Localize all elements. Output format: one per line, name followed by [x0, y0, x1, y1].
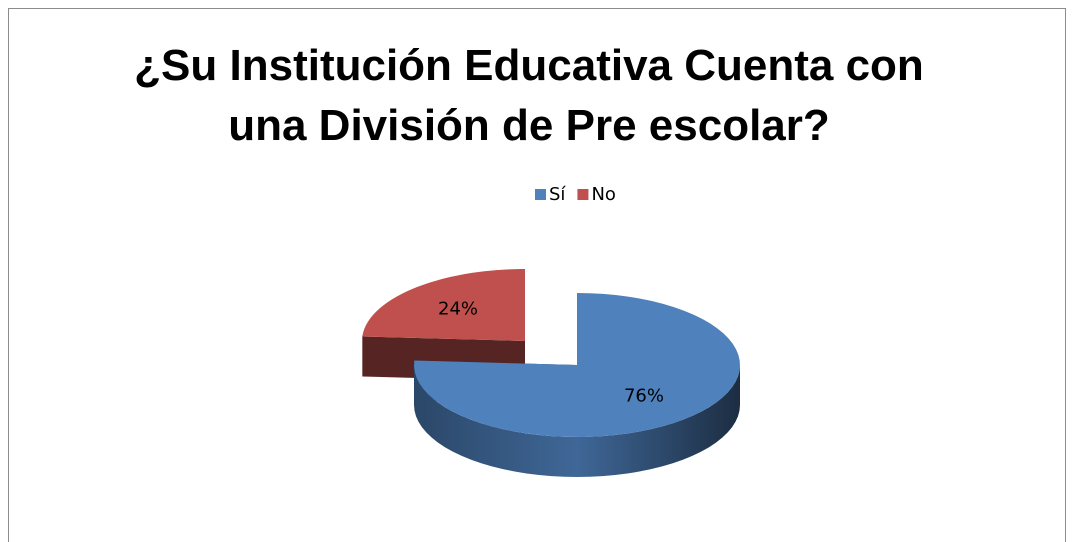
pie-slice: [414, 293, 740, 437]
legend-swatch: [577, 189, 589, 200]
pie-slice: [362, 269, 525, 341]
slice-side: [414, 365, 740, 477]
data-label: 76%: [624, 385, 664, 406]
legend-label: No: [591, 184, 615, 205]
legend-swatch: [535, 189, 546, 200]
chart-frame: [8, 8, 1066, 542]
chart-title: ¿Su Institución Educativa Cuenta con una…: [134, 41, 924, 150]
legend-label: Sí: [549, 184, 566, 205]
data-label: 24%: [438, 299, 478, 320]
